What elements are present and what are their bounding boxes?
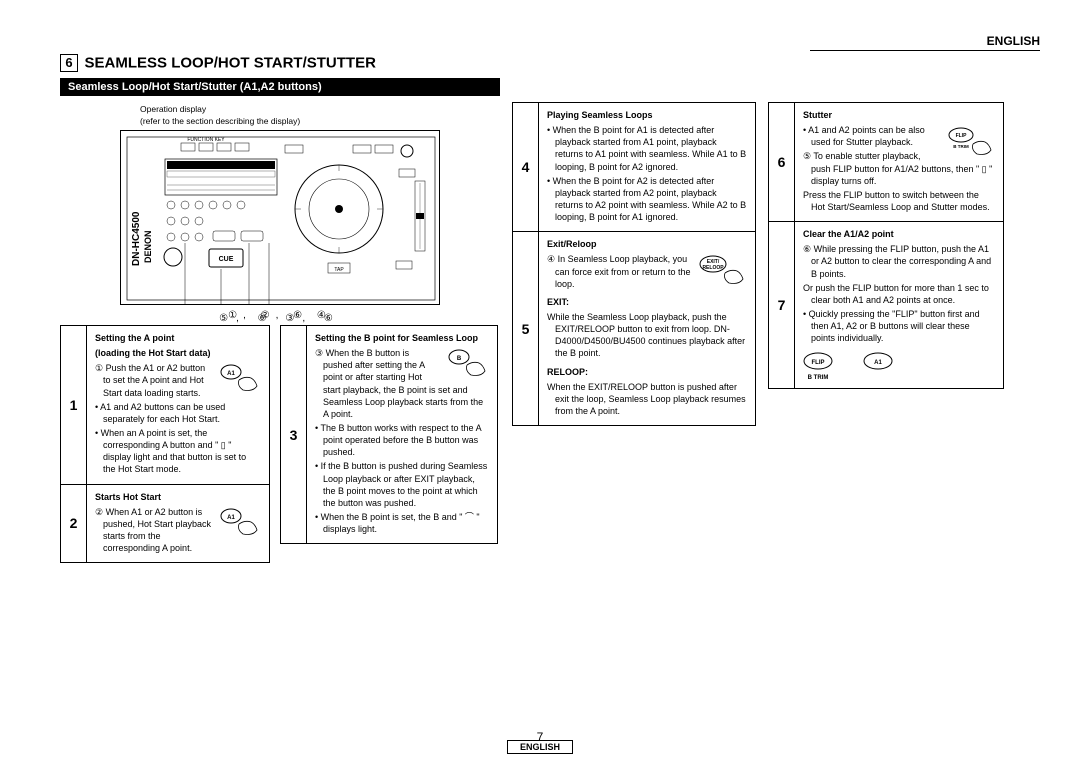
diagram-caption-2: (refer to the section describing the dis… (140, 116, 500, 126)
step-1-title-a: Setting the A point (95, 332, 261, 344)
step-3: 3 Setting the B point for Seamless Loop … (280, 325, 498, 544)
step-5-exit: EXIT: (547, 296, 747, 308)
svg-text:CUE: CUE (219, 256, 234, 263)
hand-press-icon: B (447, 347, 489, 379)
step-2-title: Starts Hot Start (95, 491, 261, 503)
step-1-b3: • When an A point is set, the correspond… (95, 427, 261, 476)
step-7: 7 Clear the A1/A2 point ⑥ While pressing… (768, 221, 1004, 389)
svg-text:FLIP: FLIP (956, 133, 967, 139)
step-3-num: 3 (281, 326, 307, 543)
step-2: 2 Starts Hot Start A1 ② When A1 or A2 bu… (60, 484, 270, 564)
step-5-b3: When the EXIT/RELOOP button is pushed af… (547, 381, 747, 417)
svg-text:DN-HC4500: DN-HC4500 (131, 211, 142, 266)
step-3-b2: • The B button works with respect to the… (315, 422, 489, 458)
hand-press-icon: EXIT/RELOOP (699, 253, 747, 287)
step-4-b1: • When the B point for A1 is detected af… (547, 124, 747, 173)
step-6: 6 Stutter FLIPB TRIM • A1 and A2 points … (768, 102, 1004, 222)
step-6-num: 6 (769, 103, 795, 221)
svg-text:B: B (457, 356, 462, 362)
step-4-num: 4 (513, 103, 539, 231)
svg-text:A1: A1 (874, 360, 882, 366)
footer-language: ENGLISH (507, 740, 573, 754)
left-column: Operation display (refer to the section … (60, 102, 500, 562)
diagram-callouts-2: ①, ②, ⑥ ④ (60, 310, 500, 321)
svg-text:FUNCTION KEY: FUNCTION KEY (187, 137, 225, 143)
step-1-title-b: (loading the Hot Start data) (95, 347, 261, 359)
step-4-b2: • When the B point for A2 is detected af… (547, 175, 747, 224)
step-1-num: 1 (61, 326, 87, 484)
svg-text:DENON: DENON (143, 230, 153, 263)
step-5-title: Exit/Reloop (547, 238, 747, 250)
step-3-title: Setting the B point for Seamless Loop (315, 332, 489, 344)
step-2-num: 2 (61, 485, 87, 563)
svg-text:FLIP: FLIP (812, 360, 825, 366)
step-7-b1: ⑥ While pressing the FLIP button, push t… (803, 243, 995, 279)
step-5-b2: While the Seamless Loop playback, push t… (547, 311, 747, 360)
device-diagram: DN-HC4500 DENON FUNCTION KEY (120, 130, 440, 305)
svg-text:A1: A1 (227, 371, 235, 377)
subtitle-band: Seamless Loop/Hot Start/Stutter (A1,A2 b… (60, 78, 500, 96)
step-5: 5 Exit/Reloop EXIT/RELOOP ④ In Seamless … (512, 231, 756, 426)
section-number: 6 (60, 54, 78, 72)
svg-text:A1: A1 (227, 515, 235, 521)
step-5-reloop: RELOOP: (547, 366, 747, 378)
step-7-title: Clear the A1/A2 point (803, 228, 995, 240)
step-6-title: Stutter (803, 109, 995, 121)
step-1-b2: • A1 and A2 buttons can be used separate… (95, 401, 261, 425)
step-7-b2: Or push the FLIP button for more than 1 … (803, 282, 995, 306)
svg-text:TAP: TAP (334, 267, 344, 273)
left-steps-row: 1 Setting the A point (loading the Hot S… (60, 325, 500, 562)
step-3-b3: • If the B button is pushed during Seaml… (315, 460, 489, 509)
step-4: 4 Playing Seamless Loops • When the B po… (512, 102, 756, 232)
section-title: SEAMLESS LOOP/HOT START/STUTTER (85, 55, 376, 72)
right-column: 6 Stutter FLIPB TRIM • A1 and A2 points … (768, 102, 1004, 562)
diagram-caption-1: Operation display (140, 104, 500, 114)
step-7-b3: • Quickly pressing the "FLIP" button fir… (803, 308, 995, 344)
step-3-b4: • When the B point is set, the B and " ⌒… (315, 511, 489, 535)
svg-text:RELOOP: RELOOP (702, 265, 724, 271)
step-7-num: 7 (769, 222, 795, 388)
hand-press-icon: A1 (219, 362, 261, 394)
language-header: ENGLISH (810, 34, 1040, 51)
hand-press-icon: FLIP B TRIM (947, 124, 995, 160)
hand-press-icon: A1 (219, 506, 261, 538)
section-title-row: 6 SEAMLESS LOOP/HOT START/STUTTER (60, 54, 1040, 72)
svg-text:B TRIM: B TRIM (953, 144, 969, 149)
mid-column: 4 Playing Seamless Loops • When the B po… (512, 102, 756, 562)
step-5-num: 5 (513, 232, 539, 425)
step-7-buttons-diagram: FLIP B TRIM A1 (803, 352, 995, 381)
main-columns: Operation display (refer to the section … (60, 102, 1040, 562)
step-4-title: Playing Seamless Loops (547, 109, 747, 121)
step-6-b3: Press the FLIP button to switch between … (803, 189, 995, 213)
step-1: 1 Setting the A point (loading the Hot S… (60, 325, 270, 485)
